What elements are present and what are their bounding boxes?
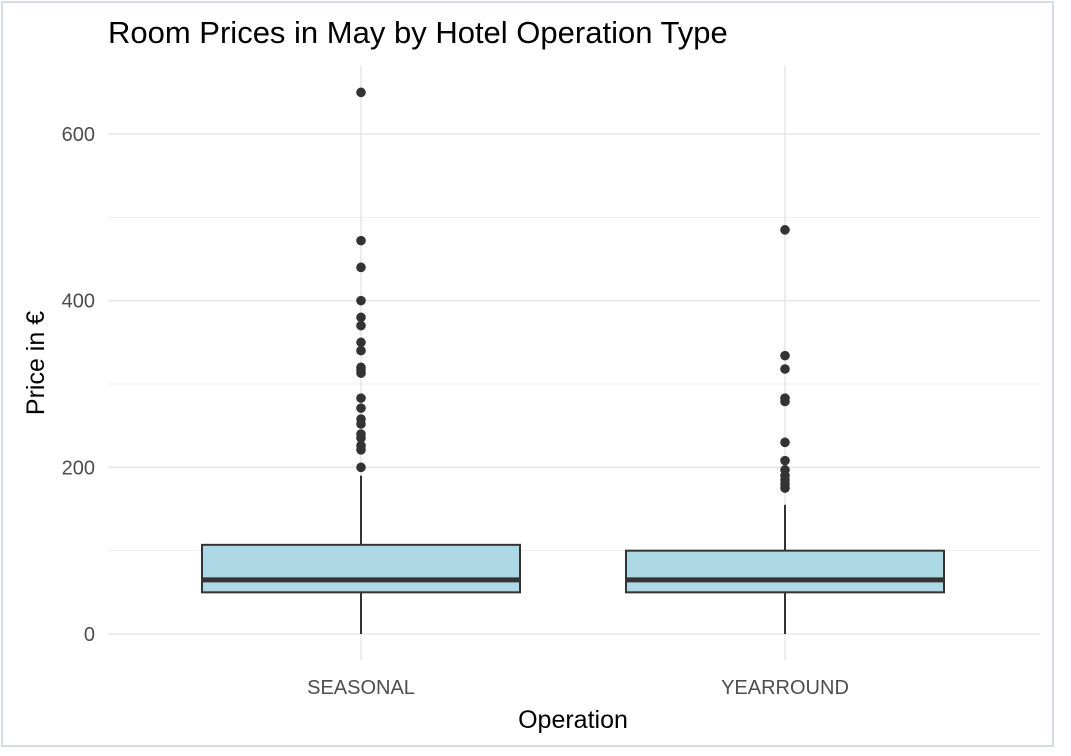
y-tick-label: 200 — [62, 457, 95, 479]
outlier-point — [356, 440, 366, 451]
y-tick-label: 0 — [84, 624, 95, 646]
outlier-point — [356, 403, 366, 413]
y-axis-title: Price in € — [22, 311, 50, 415]
outlier-point — [356, 393, 366, 403]
outlier-point — [356, 345, 366, 356]
box-seasonal — [201, 87, 521, 634]
x-axis-title: Operation — [518, 706, 628, 734]
outlier-point — [356, 295, 366, 306]
outlier-point — [780, 364, 790, 374]
x-tick-label: SEASONAL — [307, 677, 415, 699]
chart-title: Room Prices in May by Hotel Operation Ty… — [108, 15, 728, 50]
outlier-point — [356, 362, 366, 373]
iqr-box — [625, 549, 945, 594]
outlier-point — [356, 462, 366, 473]
box-series — [201, 87, 945, 634]
outlier-point — [356, 429, 366, 439]
x-tick-label: YEARROUND — [721, 677, 849, 699]
outlier-point — [356, 262, 366, 273]
y-axis-ticks: 0 200 400 600 — [62, 124, 95, 646]
outlier-point — [356, 235, 366, 246]
outlier-point — [780, 393, 790, 403]
outlier-point — [356, 337, 366, 348]
outlier-point — [780, 225, 790, 235]
outlier-point — [780, 437, 790, 448]
x-axis-ticks: SEASONAL YEARROUND — [307, 677, 849, 699]
outlier-point — [356, 320, 366, 331]
outlier-point — [356, 87, 366, 98]
chart-frame — [1, 1, 1054, 747]
outlier-point — [356, 312, 366, 323]
iqr-box — [201, 543, 521, 594]
outlier-point — [780, 455, 790, 466]
outlier-point — [780, 465, 790, 475]
outlier-point — [356, 414, 366, 424]
outlier-point — [780, 350, 790, 361]
box-yearround — [625, 225, 945, 634]
y-tick-label: 600 — [62, 124, 95, 146]
y-tick-label: 400 — [62, 291, 95, 313]
